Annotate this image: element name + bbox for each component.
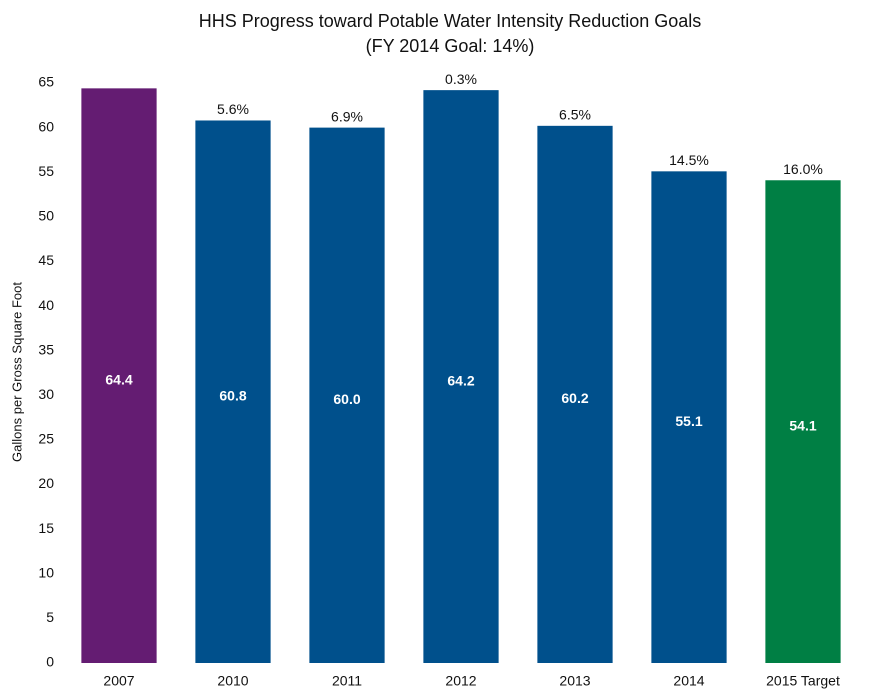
y-tick-label: 20 xyxy=(38,475,54,491)
y-tick-label: 55 xyxy=(38,163,54,179)
y-tick-label: 50 xyxy=(38,208,54,224)
x-tick-label: 2010 xyxy=(217,673,248,689)
value-label: 60.8 xyxy=(219,387,246,403)
annotation: 5.6% xyxy=(217,101,249,117)
y-tick-label: 35 xyxy=(38,341,54,357)
value-label: 64.2 xyxy=(447,372,474,388)
y-tick-label: 5 xyxy=(46,609,54,625)
x-tick-label: 2013 xyxy=(559,673,590,689)
annotation: 16.0% xyxy=(783,161,823,177)
x-tick-label: 2011 xyxy=(332,673,362,689)
annotation: 6.9% xyxy=(331,108,363,124)
annotation: 0.3% xyxy=(445,71,477,87)
value-label: 55.1 xyxy=(675,413,702,429)
y-tick-label: 60 xyxy=(38,118,54,134)
y-tick-label: 10 xyxy=(38,564,54,580)
bar xyxy=(423,90,499,664)
annotation: 6.5% xyxy=(559,107,591,123)
annotation: 14.5% xyxy=(669,152,709,168)
value-label: 64.4 xyxy=(105,371,132,387)
chart-title: HHS Progress toward Potable Water Intens… xyxy=(199,11,702,31)
bar xyxy=(765,180,841,663)
value-label: 54.1 xyxy=(789,417,816,433)
chart-subtitle: (FY 2014 Goal: 14%) xyxy=(366,36,535,56)
x-tick-label: 2014 xyxy=(673,673,704,689)
bar xyxy=(309,127,385,664)
bar xyxy=(651,171,727,664)
value-label: 60.0 xyxy=(333,391,360,407)
y-tick-label: 30 xyxy=(38,386,54,402)
x-tick-label: 2015 Target xyxy=(766,673,840,689)
y-tick-label: 65 xyxy=(38,74,54,90)
y-tick-label: 25 xyxy=(38,431,54,447)
y-tick-label: 15 xyxy=(38,520,54,536)
y-axis-label: Gallons per Gross Square Foot xyxy=(9,282,24,462)
x-tick-label: 2007 xyxy=(103,673,134,689)
y-tick-label: 40 xyxy=(38,297,54,313)
value-label: 60.2 xyxy=(561,390,588,406)
y-tick-label: 45 xyxy=(38,252,54,268)
x-tick-label: 2012 xyxy=(445,673,476,689)
bar xyxy=(537,125,613,664)
bar xyxy=(81,88,157,664)
y-tick-label: 0 xyxy=(46,654,54,670)
bar xyxy=(195,120,271,663)
